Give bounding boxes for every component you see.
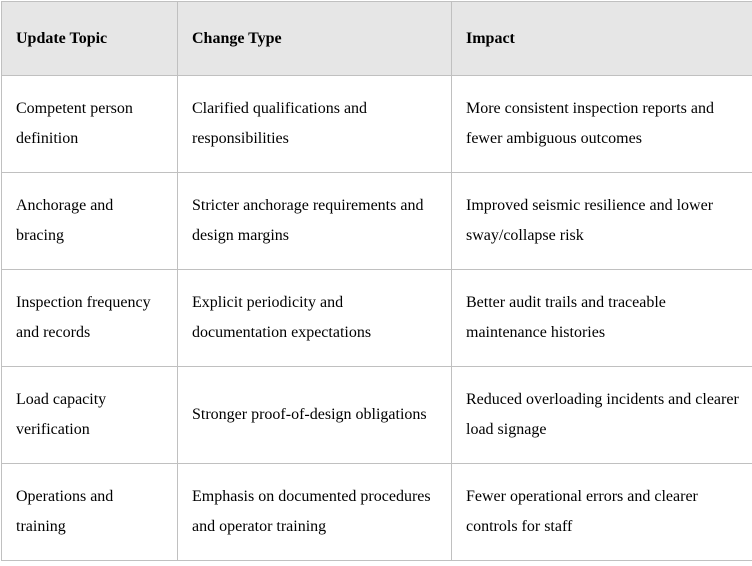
table-cell: Fewer operational errors and clearer con… (451, 463, 752, 561)
table-cell: Explicit periodicity and documentation e… (177, 269, 452, 367)
table-body: Competent person definition Clarified qua… (1, 75, 752, 561)
table-cell: Stronger proof-of-design obligations (177, 366, 452, 464)
column-header-update-topic: Update Topic (1, 1, 178, 76)
table-cell: Reduced overloading incidents and cleare… (451, 366, 752, 464)
table-cell: Clarified qualifications and responsibil… (177, 75, 452, 173)
table-cell: Anchorage and bracing (1, 172, 178, 270)
table-row: Inspection frequency and records Explicit… (1, 269, 752, 367)
table-cell: Better audit trails and traceable mainte… (451, 269, 752, 367)
table-cell: Stricter anchorage requirements and desi… (177, 172, 452, 270)
table-cell: Competent person definition (1, 75, 178, 173)
table-row: Operations and training Emphasis on docum… (1, 463, 752, 561)
column-header-change-type: Change Type (177, 1, 452, 76)
table-row: Anchorage and bracing Stricter anchorage … (1, 172, 752, 270)
column-header-impact: Impact (451, 1, 752, 76)
table-cell: Inspection frequency and records (1, 269, 178, 367)
header-row: Update Topic Change Type Impact (1, 1, 752, 76)
table-cell: Operations and training (1, 463, 178, 561)
table-cell: More consistent inspection reports and f… (451, 75, 752, 173)
table-cell: Load capacity verification (1, 366, 178, 464)
table-row: Load capacity verification Stronger proof… (1, 366, 752, 464)
table-row: Competent person definition Clarified qua… (1, 75, 752, 173)
table-cell: Emphasis on documented procedures and op… (177, 463, 452, 561)
table-cell: Improved seismic resilience and lower sw… (451, 172, 752, 270)
